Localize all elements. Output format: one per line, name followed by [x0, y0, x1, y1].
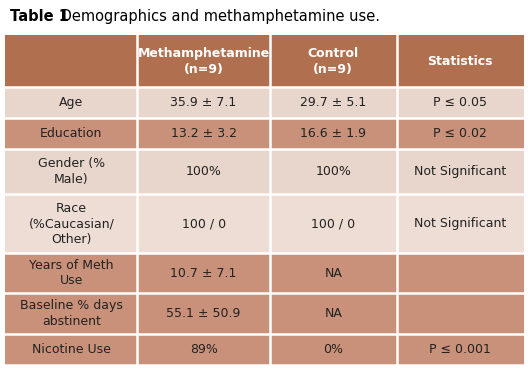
Bar — [270, 87, 397, 118]
Text: Table 1: Table 1 — [10, 9, 69, 24]
Bar — [5, 118, 137, 149]
Bar — [5, 35, 137, 87]
Text: Nicotine Use: Nicotine Use — [32, 343, 111, 356]
Bar — [270, 293, 397, 334]
Text: Control
(n=9): Control (n=9) — [308, 47, 359, 76]
Bar — [397, 149, 524, 194]
Bar — [270, 149, 397, 194]
Text: 100 / 0: 100 / 0 — [311, 217, 355, 230]
Bar — [137, 334, 270, 365]
Bar — [5, 194, 137, 253]
Text: 100%: 100% — [186, 165, 222, 178]
Text: 100%: 100% — [315, 165, 351, 178]
Text: 55.1 ± 50.9: 55.1 ± 50.9 — [166, 307, 241, 320]
Bar — [397, 87, 524, 118]
Bar — [270, 35, 397, 87]
Bar — [397, 334, 524, 365]
Text: Demographics and methamphetamine use.: Demographics and methamphetamine use. — [56, 9, 380, 24]
Text: P ≤ 0.02: P ≤ 0.02 — [433, 127, 487, 140]
Text: Not Significant: Not Significant — [414, 217, 506, 230]
Bar — [5, 87, 137, 118]
Bar — [270, 194, 397, 253]
Text: P ≤ 0.001: P ≤ 0.001 — [429, 343, 491, 356]
Text: 89%: 89% — [190, 343, 218, 356]
Bar — [137, 293, 270, 334]
Text: P ≤ 0.05: P ≤ 0.05 — [433, 96, 487, 109]
Text: 13.2 ± 3.2: 13.2 ± 3.2 — [171, 127, 237, 140]
Bar — [270, 118, 397, 149]
Bar — [5, 334, 137, 365]
Text: Not Significant: Not Significant — [414, 165, 506, 178]
Bar — [5, 35, 524, 365]
Bar — [270, 334, 397, 365]
Bar — [397, 293, 524, 334]
Text: Years of Meth
Use: Years of Meth Use — [29, 259, 114, 288]
Bar — [270, 253, 397, 293]
Text: Statistics: Statistics — [428, 55, 493, 68]
Text: Age: Age — [59, 96, 83, 109]
Text: 16.6 ± 1.9: 16.6 ± 1.9 — [300, 127, 366, 140]
Bar — [137, 194, 270, 253]
Bar — [5, 253, 137, 293]
Bar — [137, 149, 270, 194]
Bar — [397, 35, 524, 87]
Bar — [5, 149, 137, 194]
Bar — [397, 118, 524, 149]
Bar — [137, 87, 270, 118]
Bar — [137, 118, 270, 149]
Text: 0%: 0% — [323, 343, 343, 356]
Bar — [137, 35, 270, 87]
Text: NA: NA — [324, 307, 342, 320]
Text: Education: Education — [40, 127, 102, 140]
Text: 10.7 ± 7.1: 10.7 ± 7.1 — [171, 267, 237, 280]
Text: 35.9 ± 7.1: 35.9 ± 7.1 — [171, 96, 237, 109]
Text: 29.7 ± 5.1: 29.7 ± 5.1 — [300, 96, 366, 109]
Text: Race
(%Caucasian/
Other): Race (%Caucasian/ Other) — [29, 202, 115, 246]
Text: 100 / 0: 100 / 0 — [182, 217, 225, 230]
Text: NA: NA — [324, 267, 342, 280]
Text: Methamphetamine
(n=9): Methamphetamine (n=9) — [137, 47, 270, 76]
Text: Gender (%
Male): Gender (% Male) — [38, 157, 105, 186]
Bar — [397, 253, 524, 293]
Bar — [5, 293, 137, 334]
Bar — [137, 253, 270, 293]
Bar — [397, 194, 524, 253]
Text: Baseline % days
abstinent: Baseline % days abstinent — [20, 299, 123, 328]
